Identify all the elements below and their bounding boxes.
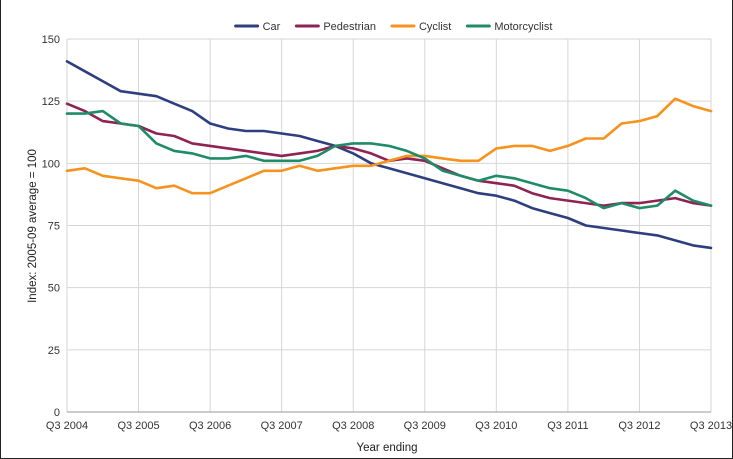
y-tick-label: 150 (42, 34, 60, 46)
series-lines (65, 60, 713, 250)
x-tick-label: Q3 2005 (117, 420, 159, 432)
x-tick-label: Q3 2007 (261, 420, 303, 432)
y-axis-title: Index: 2005-09 average = 100 (27, 149, 39, 303)
y-tick-label: 100 (42, 158, 60, 170)
y-tick-label: 50 (48, 283, 60, 295)
y-tick-label: 25 (48, 345, 60, 357)
x-tick-label: Q3 2012 (618, 420, 660, 432)
legend-label-motorcyclist: Motorcyclist (494, 21, 552, 33)
y-tick-label: 125 (42, 96, 60, 108)
series-line-motorcyclist (65, 109, 713, 210)
legend-label-pedestrian: Pedestrian (323, 21, 376, 33)
y-tick-label: 0 (54, 407, 60, 419)
x-axis-title: Year ending (357, 442, 418, 454)
x-tick-label: Q3 2009 (404, 420, 446, 432)
x-tick-label: Q3 2011 (547, 420, 588, 432)
x-tick-label: Q3 2004 (46, 420, 88, 432)
series-line-cyclist (65, 97, 713, 195)
y-tick-label: 75 (48, 221, 60, 233)
legend: Car Pedestrian Cyclist Motorcyclist (234, 21, 552, 33)
gridlines (66, 38, 712, 413)
series-line-pedestrian (65, 102, 713, 207)
series-line-car (65, 60, 713, 250)
x-tick-label: Q3 2006 (189, 420, 231, 432)
x-tick-label: Q3 2010 (475, 420, 517, 432)
legend-label-cyclist: Cyclist (419, 21, 451, 33)
x-axis-ticks: Q3 2004 Q3 2005 Q3 2006 Q3 2007 Q3 2008 Q3 20… (46, 420, 732, 432)
legend-label-car: Car (263, 21, 281, 33)
x-tick-label: Q3 2013 (690, 420, 732, 432)
x-tick-label: Q3 2008 (332, 420, 374, 432)
y-axis-ticks: 0 25 50 75 100 125 150 (42, 34, 60, 419)
